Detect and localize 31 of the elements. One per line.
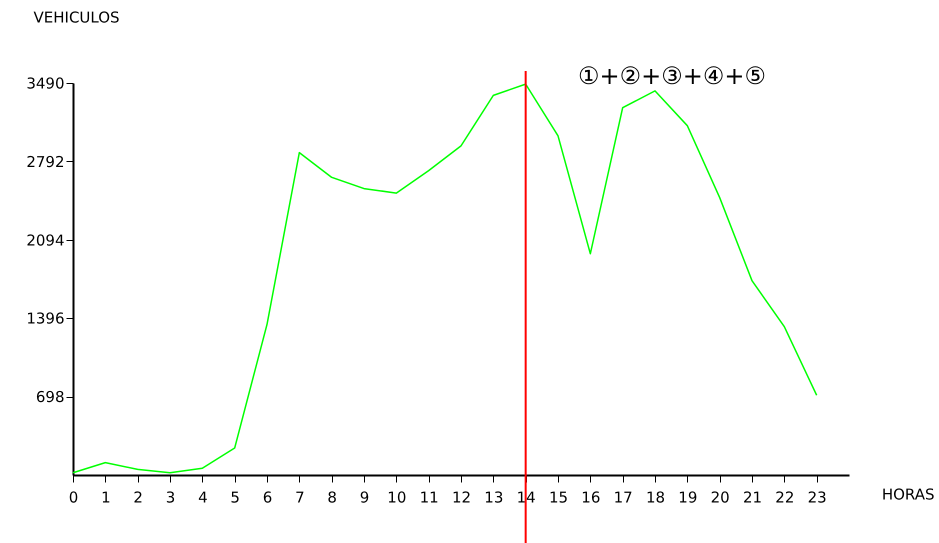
x-tick-label: 16 (581, 488, 600, 506)
x-axis-title: HORAS (882, 486, 934, 504)
y-tick-label: 2792 (26, 152, 64, 171)
x-tick-label: 6 (262, 488, 272, 506)
y-axis-title: VEHICULOS (34, 8, 120, 26)
x-tick-label: 8 (327, 488, 337, 506)
x-tick-label: 2 (133, 488, 143, 506)
y-tick-label: 1396 (26, 310, 64, 328)
x-tick-label: 5 (230, 488, 240, 506)
x-tick-label: 13 (484, 488, 504, 506)
x-tick-label: 1 (101, 488, 111, 506)
x-tick-label: 15 (548, 488, 568, 506)
x-tick-label: 21 (742, 488, 762, 506)
annotation: ①+②+③+④+⑤ (578, 62, 766, 90)
x-tick-label: 18 (646, 488, 666, 506)
x-tick-label: 3 (166, 488, 176, 506)
x-tick-label: 7 (295, 488, 305, 506)
y-tick-label: 2094 (26, 231, 64, 250)
x-tick-label: 19 (678, 488, 698, 506)
x-tick-label: 0 (68, 488, 78, 506)
x-tick-label: 9 (360, 488, 370, 506)
x-tick-label: 12 (452, 488, 472, 506)
y-tick-label: 3490 (26, 74, 64, 92)
x-tick-label: 23 (808, 488, 827, 506)
x-tick-label: 4 (198, 488, 208, 506)
x-tick-label: 10 (387, 488, 406, 506)
x-tick-label: 22 (775, 488, 794, 506)
x-tick-label: 20 (710, 488, 730, 506)
y-tick-label: 698 (36, 388, 64, 406)
x-tick-label: 17 (614, 488, 633, 506)
x-tick-label: 11 (420, 488, 439, 506)
